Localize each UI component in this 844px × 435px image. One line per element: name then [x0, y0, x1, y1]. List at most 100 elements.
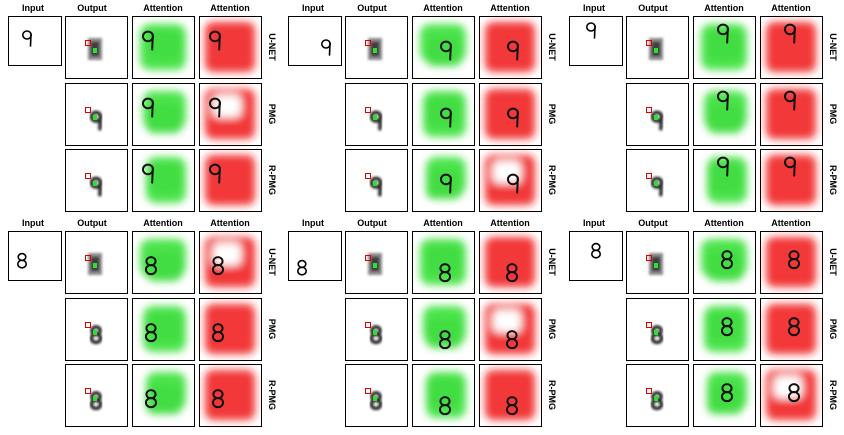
column-header: Attention: [143, 218, 183, 228]
row-label: R-PMG: [547, 165, 557, 195]
output-image: [65, 83, 128, 146]
attention-map-green: [132, 364, 195, 427]
column-header: Attention: [704, 3, 744, 13]
column-header: Output: [357, 3, 387, 13]
column-header: Output: [638, 218, 668, 228]
output-image: [626, 83, 689, 146]
row-label: R-PMG: [267, 380, 277, 410]
attention-map-red: [479, 364, 542, 427]
attention-map-red: [479, 83, 542, 146]
attention-map-green: [132, 298, 195, 361]
column-header: Input: [302, 3, 324, 13]
output-image: [345, 298, 408, 361]
column-header: Attention: [143, 3, 183, 13]
attention-map-red: [479, 149, 542, 212]
input-image: [288, 231, 342, 281]
column-header: Attention: [210, 218, 250, 228]
attention-map-red: [199, 231, 262, 294]
output-image: [345, 16, 408, 79]
row-label: PMG: [267, 104, 277, 125]
column-header: Attention: [704, 218, 744, 228]
input-image: [569, 16, 623, 66]
input-image: [288, 16, 342, 66]
column-header: Attention: [423, 218, 463, 228]
row-label: PMG: [267, 319, 277, 340]
column-header: Output: [77, 218, 107, 228]
column-header: Attention: [490, 3, 530, 13]
output-image: [345, 231, 408, 294]
input-image: [8, 231, 62, 281]
row-label: U-NET: [547, 248, 557, 276]
attention-map-green: [693, 83, 756, 146]
attention-map-red: [199, 16, 262, 79]
attention-map-red: [199, 149, 262, 212]
output-image: [65, 231, 128, 294]
output-image: [345, 149, 408, 212]
row-label: R-PMG: [267, 165, 277, 195]
attention-map-green: [693, 16, 756, 79]
column-header: Output: [77, 3, 107, 13]
column-header: Attention: [490, 218, 530, 228]
column-header: Attention: [771, 218, 811, 228]
output-image: [65, 364, 128, 427]
attention-map-red: [760, 149, 823, 212]
attention-map-green: [693, 231, 756, 294]
output-image: [345, 364, 408, 427]
attention-map-red: [479, 298, 542, 361]
attention-map-green: [412, 298, 475, 361]
figure-panel: Input Output Attention Attention U-NET PMG R-P…: [569, 3, 838, 212]
row-label: PMG: [828, 104, 838, 125]
figure-panel: Input Output Attention Attention U-NET PMG R-P…: [288, 218, 557, 427]
row-label: U-NET: [828, 248, 838, 276]
output-image: [626, 149, 689, 212]
attention-map-red: [760, 364, 823, 427]
attention-map-red: [760, 231, 823, 294]
input-image: [8, 16, 62, 66]
output-image: [65, 16, 128, 79]
attention-map-green: [412, 149, 475, 212]
attention-map-red: [760, 298, 823, 361]
row-label: U-NET: [828, 33, 838, 61]
output-image: [65, 149, 128, 212]
figure-panel: Input Output Attention Attention U-NET PMG R-P…: [569, 218, 838, 427]
row-label: U-NET: [267, 33, 277, 61]
column-header: Input: [302, 218, 324, 228]
output-image: [626, 231, 689, 294]
attention-map-green: [693, 298, 756, 361]
column-header: Attention: [771, 3, 811, 13]
row-label: R-PMG: [828, 380, 838, 410]
row-label: PMG: [547, 104, 557, 125]
output-image: [65, 298, 128, 361]
attention-map-red: [199, 298, 262, 361]
column-header: Attention: [210, 3, 250, 13]
attention-map-green: [132, 149, 195, 212]
attention-map-green: [132, 83, 195, 146]
attention-map-green: [412, 364, 475, 427]
attention-map-red: [199, 83, 262, 146]
output-image: [626, 298, 689, 361]
attention-map-red: [199, 364, 262, 427]
attention-map-red: [760, 16, 823, 79]
attention-map-green: [412, 83, 475, 146]
attention-map-green: [132, 16, 195, 79]
row-label: U-NET: [547, 33, 557, 61]
output-image: [345, 83, 408, 146]
attention-map-green: [412, 16, 475, 79]
figure-panel: Input Output Attention Attention U-NET PMG R-P…: [8, 218, 277, 427]
attention-map-green: [693, 364, 756, 427]
column-header: Attention: [423, 3, 463, 13]
column-header: Input: [22, 3, 44, 13]
attention-map-red: [760, 83, 823, 146]
row-label: U-NET: [267, 248, 277, 276]
attention-map-red: [479, 231, 542, 294]
output-image: [626, 364, 689, 427]
row-label: R-PMG: [547, 380, 557, 410]
row-label: PMG: [828, 319, 838, 340]
row-label: R-PMG: [828, 165, 838, 195]
attention-map-red: [479, 16, 542, 79]
figure-panel: Input Output Attention Attention U-NET PMG R-P…: [8, 3, 277, 212]
column-header: Input: [583, 218, 605, 228]
figure-panel: Input Output Attention Attention U-NET PMG R-P…: [288, 3, 557, 212]
row-label: PMG: [547, 319, 557, 340]
column-header: Input: [583, 3, 605, 13]
